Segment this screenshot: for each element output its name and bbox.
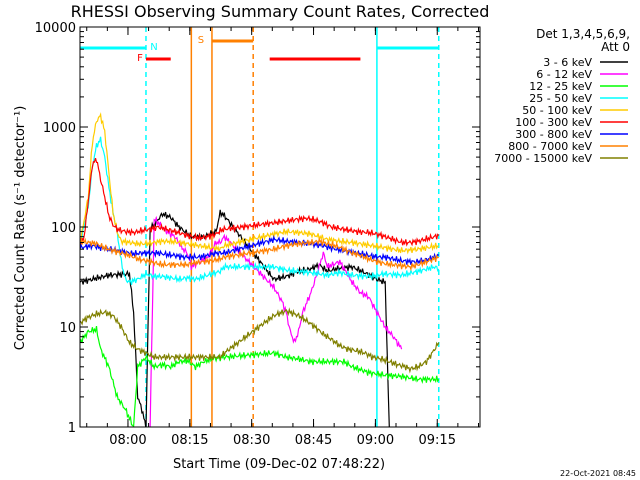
legend-label-7: 800 - 7000 keV [508, 140, 592, 153]
legend-label-5: 100 - 300 keV [515, 116, 592, 129]
x-tick-label: 09:15 [419, 433, 456, 448]
series-line-4 [80, 112, 440, 255]
y-axis-label: Corrected Count Rate (s⁻¹ detector⁻¹) [13, 106, 28, 351]
x-tick-label: 08:15 [171, 433, 208, 448]
annotation-label-S: S [198, 35, 204, 46]
x-tick-label: 08:45 [295, 433, 332, 448]
plot-frame [79, 26, 481, 428]
legend-label-8: 7000 - 15000 keV [494, 152, 592, 165]
footer-timestamp: 22-Oct-2021 08:45 [560, 469, 636, 478]
series-line-6 [80, 234, 440, 265]
x-tick-label: 09:00 [357, 433, 394, 448]
series-line-5 [80, 157, 440, 247]
series-line-7 [80, 237, 440, 272]
x-tick-label: 08:00 [109, 433, 146, 448]
annotation-label-N: N [150, 42, 157, 53]
y-tick-label: 100 [51, 221, 76, 236]
series-line-1 [149, 215, 403, 427]
y-tick-label: 1 [68, 421, 76, 436]
legend-label-4: 50 - 100 keV [522, 104, 592, 117]
legend-header-line-1: Det 1,3,4,5,6,9, [536, 27, 630, 41]
x-tick-label: 08:30 [233, 433, 270, 448]
annotation-label-F: F [137, 53, 143, 64]
legend-label-0: 3 - 6 keV [543, 56, 592, 69]
legend-label-6: 300 - 800 keV [515, 128, 592, 141]
series-line-8 [80, 307, 440, 374]
chart-title: RHESSI Observing Summary Count Rates, Co… [71, 2, 490, 21]
y-tick-label: 1000 [43, 121, 76, 136]
x-axis-label: Start Time (09-Dec-02 07:48:22) [173, 457, 385, 472]
legend-header-line-2: Att 0 [601, 40, 630, 54]
y-tick-label: 10000 [35, 21, 76, 36]
legend-label-3: 25 - 50 keV [529, 92, 592, 105]
series-line-2 [80, 325, 440, 427]
legend-label-1: 6 - 12 keV [536, 68, 592, 81]
legend-label-2: 12 - 25 keV [529, 80, 592, 93]
y-tick-label: 10 [59, 321, 76, 336]
series-line-3 [80, 136, 440, 286]
